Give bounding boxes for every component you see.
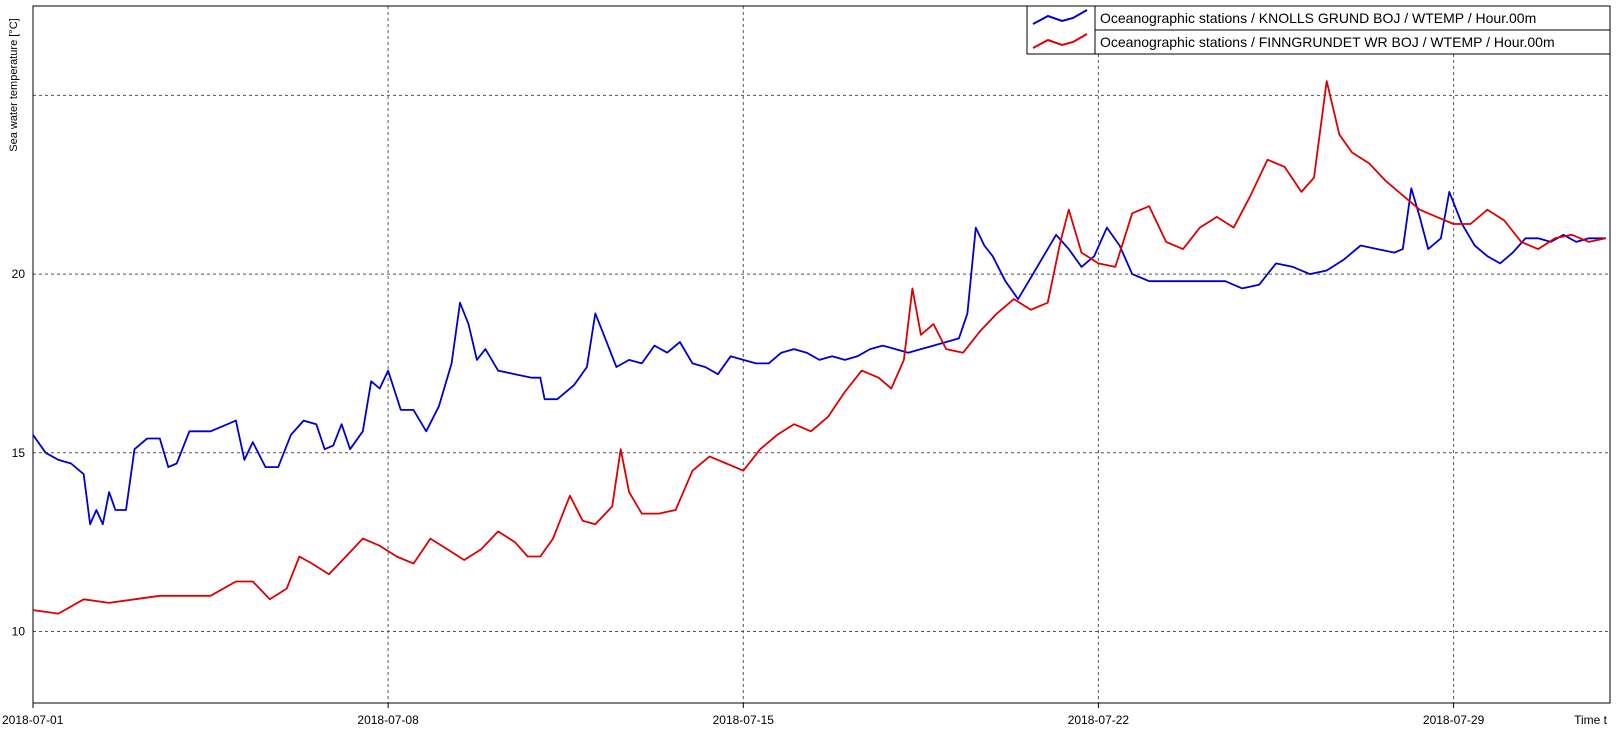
series-lines [32, 80, 1606, 615]
y-axis-label: Sea water temperature [°C] [8, 18, 20, 151]
x-tick-label: 2018-07-29 [1423, 713, 1485, 727]
x-tick-label: 2018-07-15 [713, 713, 775, 727]
legend-symbol-finngrundet [1032, 33, 1088, 49]
legend-label-knolls-grund: Oceanographic stations / KNOLLS GRUND BO… [1100, 10, 1536, 26]
plot-area-frame [32, 5, 1611, 704]
chart-legend: Oceanographic stations / KNOLLS GRUND BO… [1026, 5, 1611, 55]
grid-lines [33, 6, 1610, 703]
legend-label-finngrundet: Oceanographic stations / FINNGRUNDET WR … [1100, 34, 1555, 50]
y-tick-label: 15 [12, 446, 26, 460]
x-tick-label: 2018-07-22 [1068, 713, 1130, 727]
legend-symbol-knolls-grund [1032, 9, 1088, 25]
series-line-knolls-grund [32, 187, 1606, 526]
y-tick-label: 10 [12, 625, 26, 639]
y-tick-label: 20 [12, 267, 26, 281]
x-axis-label: Time t [1574, 713, 1608, 727]
x-tick-label: 2018-07-08 [357, 713, 419, 727]
axis-ticks: 10 15 20 2018-07-01 2018-07-08 2018-07-15 2018… [2, 267, 1485, 727]
x-tick-label: 2018-07-01 [2, 713, 64, 727]
series-line-finngrundet [32, 80, 1606, 615]
